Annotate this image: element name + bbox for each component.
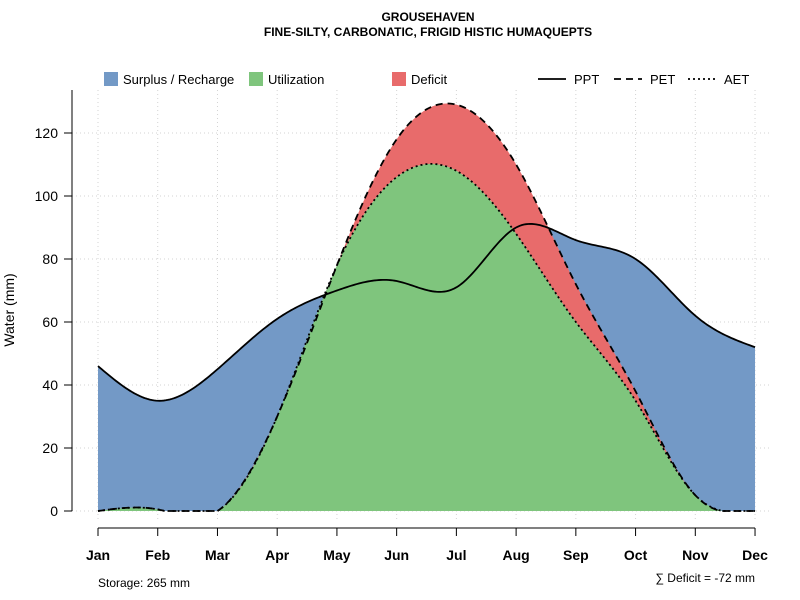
x-tick-label: Jan bbox=[86, 547, 110, 563]
chart-title: GROUSEHAVEN bbox=[381, 10, 474, 24]
legend-label: PPT bbox=[574, 72, 599, 87]
legend-label: AET bbox=[724, 72, 749, 87]
deficit-note: ∑ Deficit = -72 mm bbox=[655, 571, 755, 585]
legend-label: PET bbox=[650, 72, 675, 87]
x-tick-label: Jul bbox=[446, 547, 466, 563]
x-tick-label: Dec bbox=[742, 547, 768, 563]
legend-label: Utilization bbox=[268, 72, 324, 87]
x-tick-label: Oct bbox=[624, 547, 648, 563]
legend-label: Surplus / Recharge bbox=[123, 72, 234, 87]
y-tick-label: 20 bbox=[42, 440, 58, 456]
y-tick-label: 40 bbox=[42, 377, 58, 393]
x-tick-label: Feb bbox=[145, 547, 170, 563]
legend-swatch bbox=[104, 72, 118, 86]
chart-subtitle: FINE-SILTY, CARBONATIC, FRIGID HISTIC HU… bbox=[264, 25, 592, 39]
x-tick-label: May bbox=[323, 547, 350, 563]
y-tick-label: 80 bbox=[42, 251, 58, 267]
x-tick-label: Aug bbox=[503, 547, 530, 563]
legend: Surplus / Recharge Utilization Deficit PPT P… bbox=[104, 72, 749, 87]
pet-line bbox=[97, 102, 756, 512]
area-fills bbox=[98, 103, 756, 512]
x-tick-label: Apr bbox=[265, 547, 290, 563]
y-tick-label: 100 bbox=[35, 188, 59, 204]
legend-label: Deficit bbox=[411, 72, 448, 87]
y-tick-label: 120 bbox=[35, 125, 59, 141]
legend-swatch bbox=[249, 72, 263, 86]
x-tick-label: Nov bbox=[682, 547, 709, 563]
aet-line bbox=[97, 162, 756, 512]
ppt-line bbox=[97, 222, 756, 402]
y-axis-label: Water (mm) bbox=[1, 273, 17, 346]
legend-swatch bbox=[392, 72, 406, 86]
x-tick-label: Jun bbox=[384, 547, 409, 563]
series-lines bbox=[97, 102, 756, 512]
x-tick-label: Sep bbox=[563, 547, 589, 563]
y-tick-label: 0 bbox=[50, 503, 58, 519]
storage-note: Storage: 265 mm bbox=[98, 576, 190, 590]
y-tick-label: 60 bbox=[42, 314, 58, 330]
utilization-area bbox=[98, 163, 756, 511]
x-tick-label: Mar bbox=[205, 547, 230, 563]
axes: 0 20 40 60 80 100 120 Jan Feb Mar Apr May Jun Jul Aug S… bbox=[35, 90, 768, 563]
